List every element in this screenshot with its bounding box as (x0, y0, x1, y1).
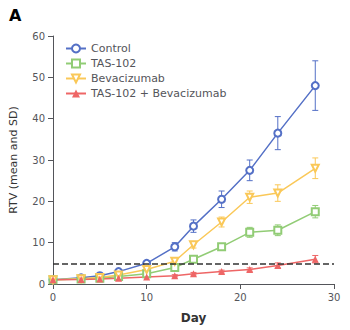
svg-text:50: 50 (32, 72, 45, 83)
svg-text:20: 20 (32, 196, 45, 207)
svg-text:40: 40 (32, 113, 45, 124)
svg-text:10: 10 (140, 292, 153, 303)
svg-text:30: 30 (328, 292, 341, 303)
svg-text:0: 0 (39, 279, 45, 290)
svg-text:TAS-102 + Bevacizumab: TAS-102 + Bevacizumab (90, 87, 226, 100)
svg-text:Control: Control (91, 42, 131, 55)
svg-text:RTV (mean and SD): RTV (mean and SD) (7, 106, 20, 214)
svg-text:TAS-102: TAS-102 (90, 57, 136, 70)
svg-text:0: 0 (50, 292, 56, 303)
svg-text:10: 10 (32, 237, 45, 248)
svg-text:60: 60 (32, 31, 45, 42)
svg-text:Bevacizumab: Bevacizumab (91, 72, 165, 85)
svg-text:30: 30 (32, 155, 45, 166)
svg-text:20: 20 (234, 292, 247, 303)
svg-text:Day: Day (181, 311, 207, 325)
svg-text:A: A (9, 6, 22, 25)
